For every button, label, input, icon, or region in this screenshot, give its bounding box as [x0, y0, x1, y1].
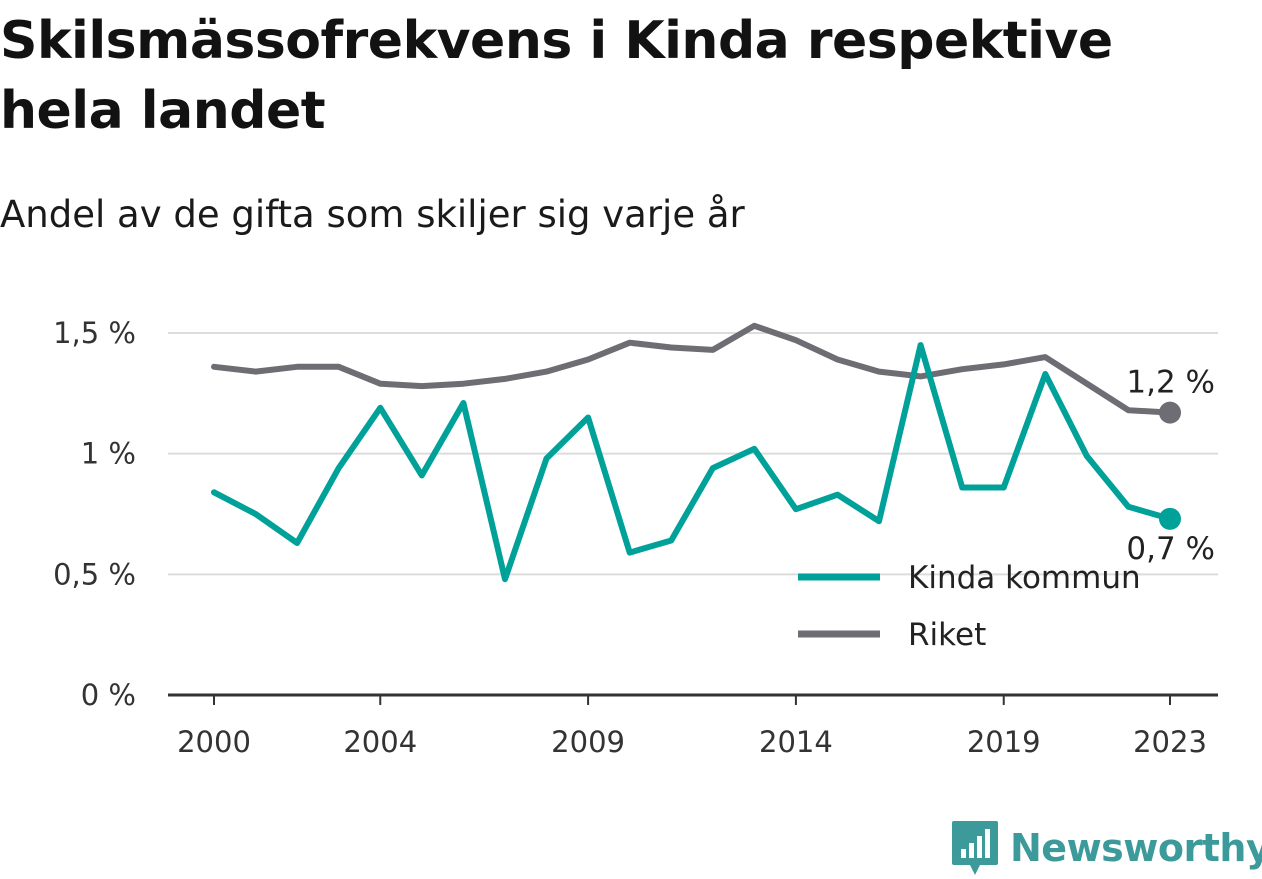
gridlines	[168, 332, 1218, 697]
x-tick-label: 2009	[551, 725, 625, 759]
x-tick-label: 2023	[1133, 725, 1207, 759]
newsworthy-logo-icon	[952, 821, 998, 875]
x-tick-label: 2004	[343, 725, 417, 759]
y-axis-labels: 0 % 0,5 % 1 % 1,5 %	[53, 316, 136, 712]
end-labels: 0,7 % 1,2 %	[1126, 365, 1215, 567]
series-line-riket	[211, 322, 1173, 416]
y-tick-label: 0,5 %	[53, 557, 136, 591]
legend-label: Riket	[908, 617, 986, 653]
end-point	[1159, 507, 1181, 530]
end-point	[1159, 401, 1181, 424]
x-tick-label: 2014	[759, 725, 833, 759]
series-line-kinda-kommun	[211, 342, 1173, 583]
legend: Kinda kommun Riket	[798, 560, 1141, 653]
chart-subtitle: Andel av de gifta som skiljer sig varje …	[0, 193, 745, 236]
legend-label: Kinda kommun	[908, 560, 1141, 596]
y-tick-label: 1,5 %	[53, 316, 136, 350]
x-axis: 2000 2004 2009 2014 2019 2023	[177, 695, 1207, 759]
chart-title: Skilsmässofrekvens i Kinda respektive he…	[0, 11, 1113, 141]
newsworthy-logo: Newsworthy	[950, 818, 1262, 878]
series-lines	[211, 322, 1173, 583]
end-value-label: 1,2 %	[1126, 365, 1215, 401]
x-tick-label: 2019	[967, 725, 1041, 759]
end-value-label: 0,7 %	[1126, 531, 1215, 567]
y-tick-label: 0 %	[81, 678, 136, 712]
y-tick-label: 1 %	[81, 437, 136, 471]
x-tick-label: 2000	[177, 725, 251, 759]
brand-name: Newsworthy	[1010, 826, 1262, 870]
